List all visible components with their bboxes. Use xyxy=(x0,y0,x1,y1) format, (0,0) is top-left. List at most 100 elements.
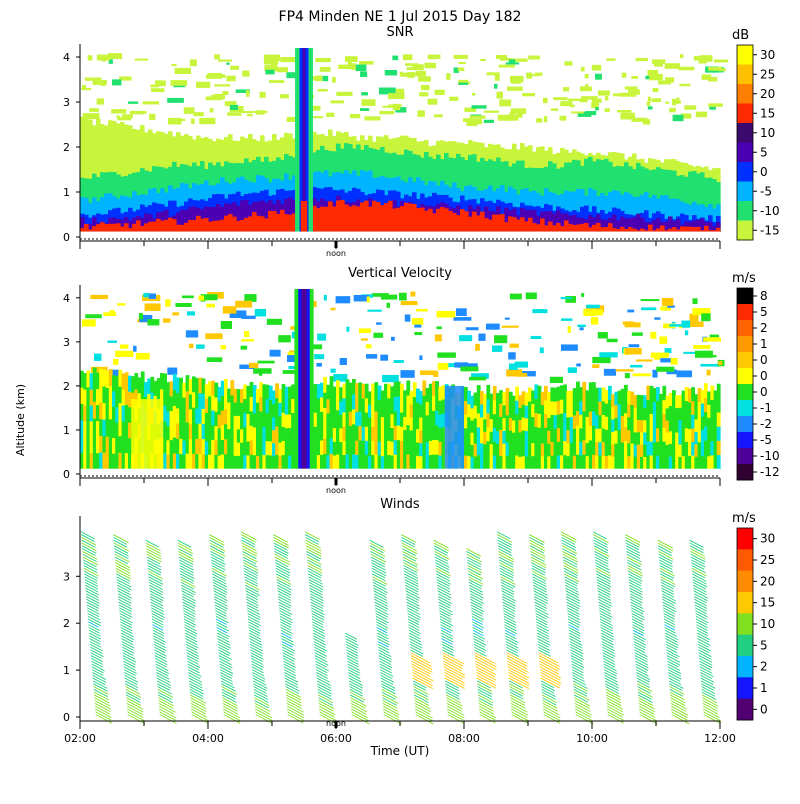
wind-barb xyxy=(210,553,225,562)
wind-barb xyxy=(434,553,449,562)
vv-field-cell xyxy=(393,396,398,412)
wind-barb xyxy=(152,627,165,634)
wind-barb xyxy=(119,618,133,626)
wind-barb xyxy=(374,604,388,612)
y-tick-label: 0 xyxy=(63,231,70,244)
snr-echo-patch xyxy=(378,87,396,95)
vv-field-cell xyxy=(124,404,129,421)
vv-field-cell xyxy=(620,388,625,403)
vv-field-cell xyxy=(646,413,651,428)
vv-field-cell xyxy=(227,415,231,430)
vv-field-cell xyxy=(227,455,231,470)
wind-barb xyxy=(188,680,203,689)
snr-layer-column xyxy=(620,216,625,232)
wind-barb xyxy=(124,672,137,680)
vv-echo-patch xyxy=(624,373,630,379)
vv-echo-patch xyxy=(415,308,428,312)
vv-field-cell xyxy=(182,425,187,441)
vv-field-cell xyxy=(560,385,564,400)
vv-field-cell xyxy=(675,456,679,470)
snr-layer-column xyxy=(564,220,569,232)
wind-barb xyxy=(85,587,99,596)
vv-field-cell xyxy=(524,392,529,406)
vv-field-cell xyxy=(518,395,523,408)
wind-barb xyxy=(88,629,101,637)
wind-barb xyxy=(310,601,323,609)
vv-field-cell xyxy=(188,378,193,395)
vv-field-cell xyxy=(710,399,715,414)
vv-echo-patch xyxy=(282,370,299,374)
wind-barb xyxy=(497,536,513,546)
vv-field-cell xyxy=(361,383,366,399)
noon-label: noon xyxy=(326,249,346,258)
vv-echo-patch xyxy=(567,367,577,373)
wind-barb xyxy=(411,666,431,678)
vv-field-cell xyxy=(195,438,199,455)
vv-field-cell xyxy=(572,428,577,443)
vv-field-cell xyxy=(403,403,407,417)
vv-field-cell xyxy=(83,373,87,390)
wind-barb xyxy=(529,536,544,546)
vv-field-cell xyxy=(652,455,657,470)
vv-field-cell xyxy=(659,418,663,432)
vv-field-cell xyxy=(364,440,369,456)
wind-barb xyxy=(625,545,640,554)
vv-field-cell xyxy=(368,455,372,470)
vv-field-cell xyxy=(89,436,94,454)
snr-echo-patch xyxy=(193,112,204,117)
wind-barb xyxy=(697,638,711,646)
snr-layer-column xyxy=(640,228,645,232)
vv-field-cell xyxy=(492,454,497,470)
x-tick-label: 06:00 xyxy=(320,732,352,745)
wind-barb xyxy=(381,691,396,700)
wind-barb xyxy=(274,551,289,559)
wind-barb xyxy=(665,638,679,646)
wind-barb xyxy=(659,567,675,577)
wind-barb xyxy=(510,702,528,713)
wind-barb xyxy=(663,612,676,620)
vv-field-cell xyxy=(281,454,286,470)
snr-layer-column xyxy=(100,222,105,232)
wind-barb xyxy=(376,621,389,629)
wind-barb xyxy=(658,551,674,560)
vv-field-cell xyxy=(409,429,414,444)
snr-echo-patch xyxy=(81,84,87,89)
vv-field-cell xyxy=(505,387,510,402)
wind-barb xyxy=(633,643,646,651)
vv-echo-patch xyxy=(386,302,391,308)
wind-barb xyxy=(312,624,325,632)
snr-echo-patch xyxy=(665,77,675,83)
snr-echo-patch xyxy=(351,63,356,70)
wind-barb xyxy=(403,565,418,574)
vv-field-cell xyxy=(713,429,718,444)
wind-barb xyxy=(597,587,611,596)
vv-field-cell xyxy=(329,437,334,454)
wind-barb xyxy=(605,688,621,698)
vv-field-cell xyxy=(201,453,206,470)
wind-barb xyxy=(542,702,559,712)
wind-barb xyxy=(124,680,139,689)
wind-barb xyxy=(406,604,419,612)
wind-barb xyxy=(117,593,131,601)
wind-barb xyxy=(115,559,131,569)
wind-barb xyxy=(221,694,237,703)
vv-echo-patch xyxy=(630,364,643,368)
snr-echo-patch xyxy=(508,59,516,65)
wind-barb xyxy=(468,576,484,585)
vv-field-cell xyxy=(352,408,356,425)
wind-barb xyxy=(277,584,292,593)
vv-field-cell xyxy=(633,407,638,421)
vv-field-cell xyxy=(355,425,359,441)
noon-tick xyxy=(334,478,338,485)
vv-field-cell xyxy=(371,440,375,456)
wind-barb xyxy=(534,604,547,612)
vv-field-cell xyxy=(204,426,209,442)
wind-barb xyxy=(468,581,482,590)
vv-echo-patch xyxy=(660,306,672,311)
wind-barb xyxy=(282,646,295,654)
wind-barb xyxy=(82,553,97,563)
snr-echo-patch xyxy=(679,54,684,59)
vv-field-cell xyxy=(700,389,705,404)
wind-barb xyxy=(633,638,647,646)
snr-layer-column xyxy=(96,213,101,232)
